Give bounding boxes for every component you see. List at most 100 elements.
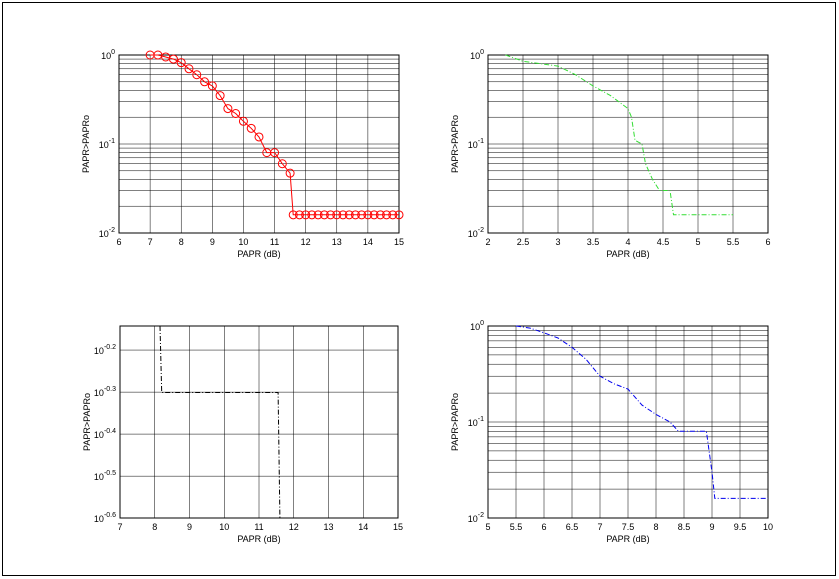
x-axis-label: PAPR (dB) — [606, 534, 649, 544]
x-tick-label: 8.5 — [678, 522, 691, 532]
x-tick-label: 12 — [301, 237, 311, 247]
data-point — [307, 210, 317, 220]
data-point — [285, 168, 295, 178]
x-tick-label: 9 — [187, 522, 192, 532]
y-tick-label: 10-1 — [468, 138, 484, 150]
x-tick-label: 7 — [148, 237, 153, 247]
data-point — [338, 210, 348, 220]
x-tick-label: 6 — [765, 237, 770, 247]
x-tick-label: 2 — [485, 237, 490, 247]
y-tick-label: 10-1 — [468, 416, 484, 428]
data-point — [223, 104, 233, 114]
x-tick-label: 9 — [709, 522, 714, 532]
data-point — [319, 210, 329, 220]
x-tick-label: 6.5 — [566, 522, 579, 532]
data-point — [254, 132, 264, 142]
data-point — [350, 210, 360, 220]
y-tick-label: 100 — [470, 49, 484, 61]
plot-frame — [487, 325, 769, 519]
data-point — [313, 210, 323, 220]
x-tick-label: 13 — [323, 522, 333, 532]
y-tick-label: 10-2 — [468, 512, 484, 524]
plot-frame — [487, 54, 769, 234]
data-point — [301, 210, 311, 220]
data-point — [176, 58, 186, 68]
data-point — [294, 210, 304, 220]
x-tick-label: 14 — [363, 237, 373, 247]
data-point — [288, 210, 298, 220]
x-tick-label: 4 — [625, 237, 630, 247]
subplot: 5 5.5 6 6.5 7 7.5 8 8.5 9 9.5 10 100 10-1 10-2 PAPR (d… — [450, 320, 773, 544]
data-line — [515, 325, 768, 499]
x-tick-label: 10 — [219, 522, 229, 532]
data-point — [388, 210, 398, 220]
data-point — [363, 210, 373, 220]
data-point — [184, 64, 194, 74]
x-tick-label: 5 — [485, 522, 490, 532]
x-tick-label: 15 — [394, 237, 404, 247]
x-tick-label: 6 — [541, 522, 546, 532]
x-tick-label: 8 — [152, 522, 157, 532]
x-tick-label: 5.5 — [727, 237, 740, 247]
y-tick-label: 10-0.3 — [94, 386, 116, 398]
data-point — [207, 81, 217, 91]
x-tick-label: 8 — [653, 522, 658, 532]
data-point — [215, 91, 225, 101]
y-tick-label: 10-2 — [468, 227, 484, 239]
subplot: 6 7 8 9 10 11 12 13 14 15 100 10-1 10-2 PAPR (dB) PAPR… — [81, 49, 404, 259]
x-axis-label: PAPR (dB) — [237, 249, 280, 259]
x-tick-label: 5 — [695, 237, 700, 247]
x-tick-label: 10 — [238, 237, 248, 247]
data-point — [369, 210, 379, 220]
data-point — [200, 77, 210, 87]
x-tick-label: 15 — [393, 522, 403, 532]
plot-frame — [119, 325, 399, 519]
y-tick-label: 10-0.6 — [94, 512, 116, 524]
subplot: 2 2.5 3 3.5 4 4.5 5 5.5 6 100 10-1 10-2 PAPR (dB) PAP… — [450, 49, 771, 259]
y-tick-label: 10-0.2 — [94, 344, 116, 356]
subplot: 7 8 9 10 11 12 13 14 15 10-0.2 10-0.3 10-0.4 10-0.5 1… — [82, 325, 403, 544]
y-axis-label: PAPR>PAPRo — [450, 393, 460, 451]
y-tick-label: 10-0.5 — [94, 470, 116, 482]
data-point — [344, 210, 354, 220]
data-point — [238, 116, 248, 126]
y-tick-label: 10-0.4 — [94, 428, 116, 440]
data-point — [277, 159, 287, 169]
x-tick-label: 14 — [358, 522, 368, 532]
y-axis-label: PAPR>PAPRo — [81, 115, 91, 173]
x-tick-label: 11 — [254, 522, 263, 532]
x-tick-label: 10 — [763, 522, 773, 532]
y-tick-label: 100 — [101, 49, 115, 61]
x-tick-label: 7 — [117, 522, 122, 532]
data-point — [192, 70, 202, 80]
data-point — [326, 210, 336, 220]
data-line — [159, 325, 281, 519]
x-axis-label: PAPR (dB) — [606, 249, 649, 259]
y-tick-label: 10-1 — [99, 138, 115, 150]
x-tick-label: 6 — [116, 237, 121, 247]
x-tick-label: 9 — [210, 237, 215, 247]
x-tick-label: 11 — [270, 237, 279, 247]
x-tick-label: 5.5 — [510, 522, 523, 532]
y-tick-label: 10-2 — [99, 227, 115, 239]
data-point — [168, 54, 178, 64]
x-tick-label: 4.5 — [657, 237, 670, 247]
x-tick-label: 2.5 — [517, 237, 530, 247]
data-line — [505, 54, 733, 216]
plot-frame — [118, 54, 400, 234]
x-tick-label: 13 — [332, 237, 342, 247]
y-axis-label: PAPR>PAPRo — [450, 115, 460, 173]
data-point — [375, 210, 385, 220]
x-tick-label: 8 — [179, 237, 184, 247]
data-point — [394, 210, 404, 220]
x-tick-label: 3.5 — [587, 237, 600, 247]
data-point — [231, 109, 241, 119]
x-tick-label: 3 — [555, 237, 560, 247]
x-tick-label: 7 — [597, 522, 602, 532]
data-point — [270, 148, 280, 158]
x-axis-label: PAPR (dB) — [237, 534, 280, 544]
y-axis-label: PAPR>PAPRo — [82, 393, 92, 451]
y-tick-label: 100 — [470, 320, 484, 332]
